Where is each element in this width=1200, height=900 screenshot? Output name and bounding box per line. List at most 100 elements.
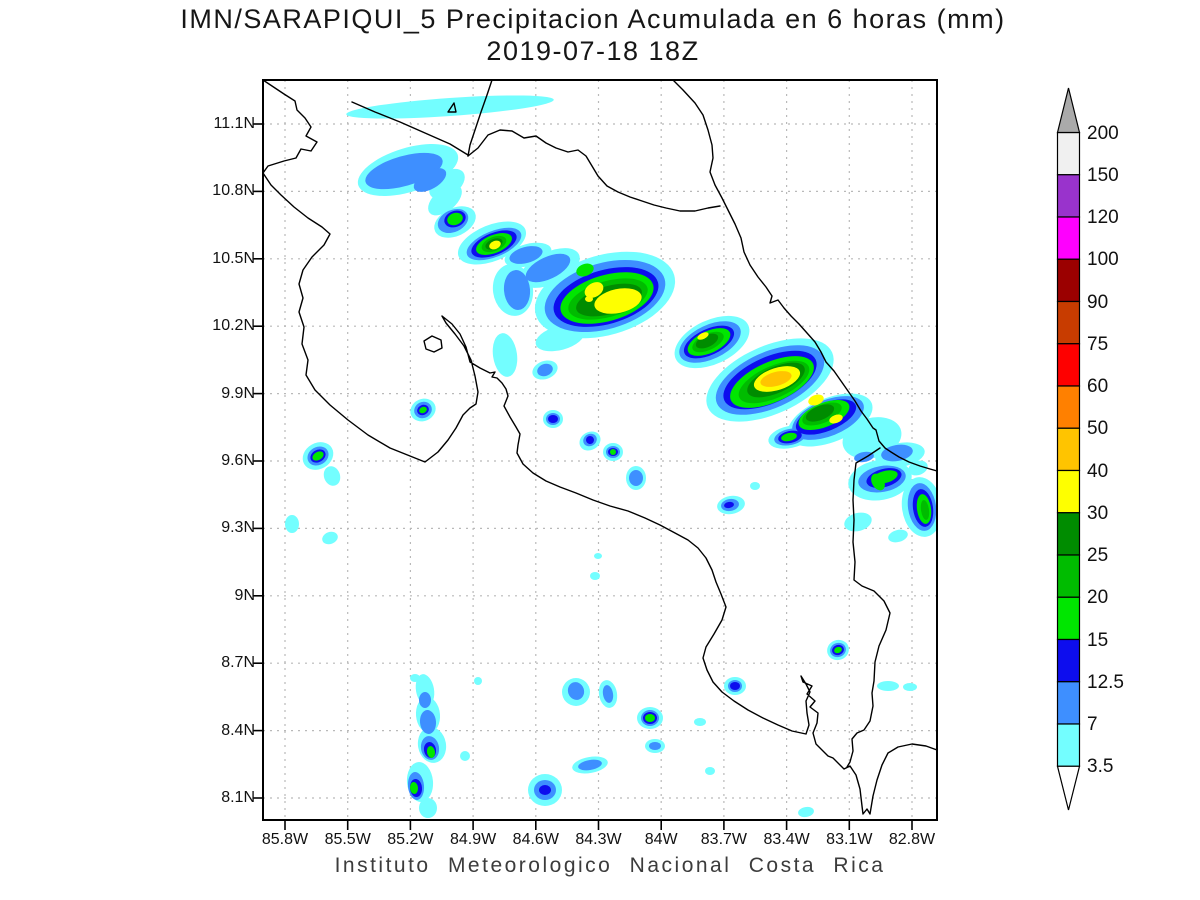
precipitation-cell (649, 742, 661, 750)
precipitation-cell (585, 296, 593, 302)
colorbar-over-arrow (1056, 87, 1081, 134)
precipitation-cell (610, 449, 616, 455)
colorbar-box (1056, 596, 1081, 641)
precipitation-cell (285, 515, 299, 533)
precipitation-cell (447, 212, 463, 226)
lon-tick-label: 83.1W (826, 831, 873, 848)
precipitation-cell (854, 451, 874, 463)
precipitation-cell (844, 512, 872, 532)
axis-ticks (253, 123, 913, 830)
lon-tick-label: 83.7W (700, 831, 748, 848)
source-caption: Instituto Meteorologico Nacional Costa R… (334, 854, 886, 877)
precipitation-cell (525, 253, 571, 283)
precipitation-cell (492, 333, 518, 377)
colorbar-box (1056, 427, 1081, 472)
precipitation-cell (781, 432, 797, 442)
precipitation-cell (460, 751, 470, 761)
lon-tick-label: 85.2W (387, 831, 434, 848)
precipitation-cell (629, 470, 643, 486)
precipitation-cell (426, 746, 436, 758)
precipitation-cell (539, 785, 551, 795)
colorbar-tick-label: 15 (1087, 629, 1109, 651)
colorbar-box (1056, 638, 1081, 683)
nicaragua-border (467, 129, 721, 212)
lat-tick-label: 10.8N (212, 182, 255, 200)
precipitation-cell (730, 682, 740, 690)
lat-tick-label: 9.9N (221, 384, 255, 402)
precipitation-cell (594, 553, 602, 559)
plot-title: IMN/SARAPIQUI_5 Precipitacion Acumulada … (180, 4, 1006, 34)
precipitation-cell (409, 782, 419, 794)
lat-tick-label: 8.7N (221, 654, 255, 672)
colorbar-under-arrow (1056, 765, 1081, 811)
precipitation-cell (537, 363, 553, 377)
precipitation-cell (410, 674, 420, 682)
lake-islet (447, 102, 457, 113)
colorbar-box (1056, 174, 1081, 218)
precipitation-cell (312, 451, 324, 461)
colorbar (1056, 131, 1081, 767)
plot-frame (262, 79, 938, 821)
colorbar-tick-label: 7 (1087, 714, 1098, 735)
precipitation-cell (834, 646, 842, 654)
lon-tick-label: 84.6W (512, 831, 559, 848)
colorbar-tick-label: 30 (1087, 502, 1109, 524)
precipitation-cell (419, 692, 431, 708)
lon-tick-label: 85.5W (324, 831, 371, 848)
precipitation-cell (798, 806, 814, 818)
precipitation-cell (881, 444, 913, 462)
caribbean-coastline (672, 80, 937, 472)
colorbar-box (1056, 216, 1081, 260)
precipitation-cell (509, 246, 543, 264)
precipitation-cell (578, 759, 602, 771)
precipitation-cell (346, 95, 554, 119)
precipitation-cell (323, 466, 341, 486)
precipitation-cell (567, 682, 585, 700)
precipitation-cell (413, 168, 447, 192)
precipitation-cell (724, 501, 734, 509)
colorbar-tick-label: 20 (1087, 587, 1109, 609)
graticule-gridlines (263, 80, 937, 820)
precipitation-cell (888, 529, 908, 543)
precipitation-cell (805, 404, 835, 422)
colorbar-box (1056, 512, 1081, 556)
precipitation-cell (365, 152, 443, 190)
precipitation-cell (474, 677, 482, 685)
colorbar-box (1056, 300, 1081, 345)
pacific-coastline (263, 80, 937, 815)
panama-border (846, 447, 891, 768)
colorbar-box (1056, 258, 1081, 303)
lake-nicaragua-e-shore (467, 80, 493, 157)
lat-tick-label: 9.6N (221, 452, 255, 469)
precipitation-cell (694, 718, 706, 726)
precipitation-cell (419, 406, 427, 414)
precipitation-cell (419, 798, 437, 818)
precipitation-cell (920, 500, 930, 520)
lat-tick-label: 10.2N (212, 317, 255, 335)
colorbar-tick-label: 120 (1087, 207, 1119, 228)
precipitation-cell (602, 685, 614, 703)
lat-tick-label: 9.3N (221, 519, 255, 537)
precipitation-cell (697, 332, 709, 340)
lon-tick-label: 83.4W (763, 831, 810, 848)
precipitation-cell (829, 414, 843, 424)
precipitation-cell (877, 681, 899, 691)
lake-nicaragua-sw-shore (351, 101, 469, 156)
lat-tick-label: 11.1N (213, 115, 255, 132)
plot-subtitle: 2019-07-18 18Z (486, 36, 700, 66)
precipitation-cell (535, 324, 585, 352)
colorbar-tick-label: 60 (1087, 376, 1109, 397)
colorbar-box (1056, 554, 1081, 598)
precipitation-cell (419, 710, 437, 734)
colorbar-tick-label: 25 (1087, 545, 1109, 566)
lat-tick-label: 10.5N (212, 249, 255, 267)
colorbar-box (1056, 343, 1081, 387)
lon-tick-label: 84.3W (575, 831, 622, 848)
precipitation-cell (548, 415, 558, 423)
colorbar-tick-label: 90 (1087, 291, 1109, 313)
lon-tick-label: 84.9W (449, 831, 497, 848)
colorbar-tick-label: 75 (1087, 333, 1109, 355)
precipitation-cell (590, 572, 600, 580)
